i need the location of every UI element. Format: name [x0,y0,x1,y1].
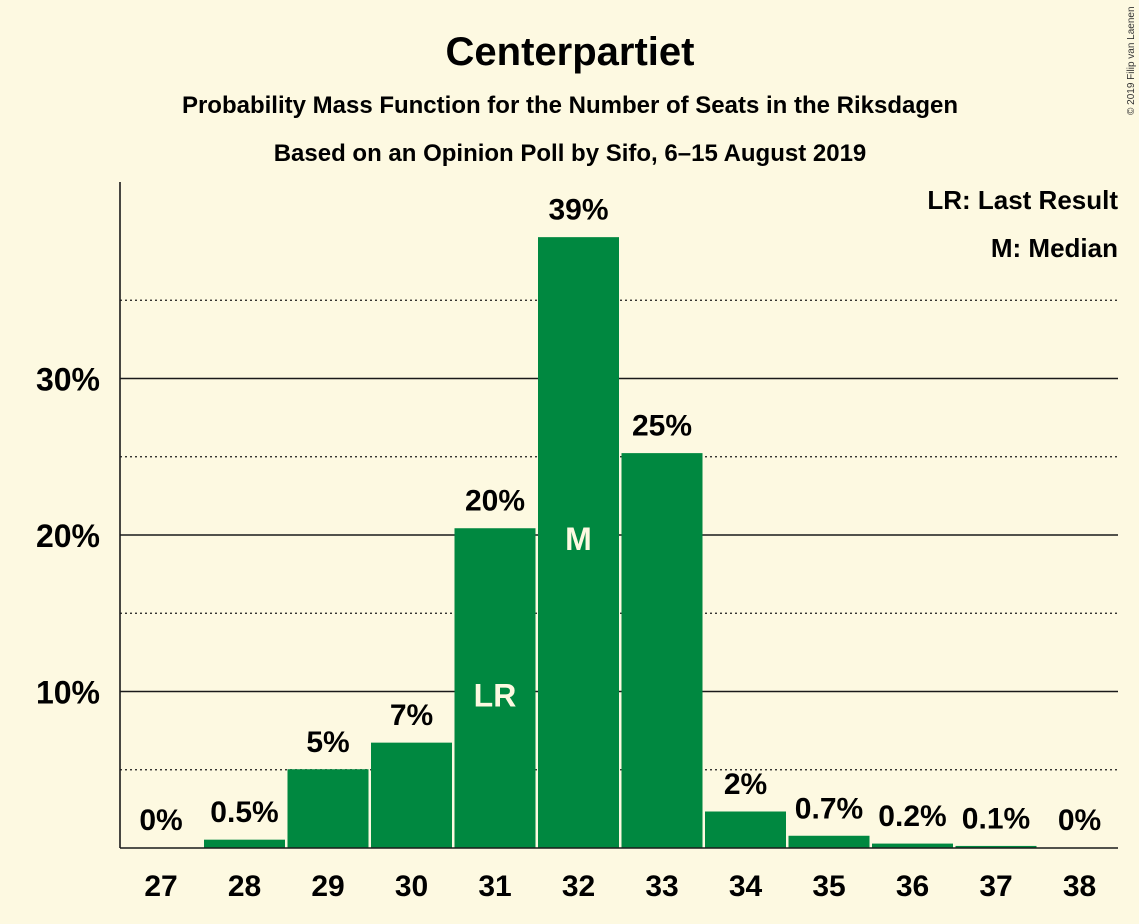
bars [204,237,1037,849]
bar-annotation-lr: LR [474,678,517,714]
chart-subtitle: Probability Mass Function for the Number… [182,92,958,119]
axes [119,182,1118,849]
value-label-seat-28: 0.5% [210,796,278,829]
bar-seat-33 [622,453,702,848]
bar-seat-35 [789,836,869,848]
value-label-seat-36: 0.2% [878,800,946,833]
x-tick-label: 29 [311,870,344,903]
x-tick-label: 36 [896,870,929,903]
bar-seat-36 [872,844,953,848]
x-tick-label: 30 [395,870,428,903]
value-label-seat-35: 0.7% [795,792,863,825]
legend-median: M: Median [991,233,1118,263]
x-tick-label: 38 [1063,870,1096,903]
x-tick-label: 28 [228,870,261,903]
x-tick-label: 35 [812,870,845,903]
value-label-seat-34: 2% [724,768,767,801]
value-label-seat-37: 0.1% [962,802,1030,835]
value-labels: 0% 27 0.5% 28 5% 29 7% 30 20% 31 LR 39% 32 M 25% 33 2% 34… [139,194,1101,903]
x-tick-label: 27 [144,870,177,903]
value-label-seat-30: 7% [390,699,433,732]
bar-seat-31 [455,528,535,848]
x-tick-label: 33 [645,870,678,903]
value-label-seat-38: 0% [1058,804,1101,837]
bar-seat-29 [288,769,368,848]
bar-annotation-m: M [565,521,592,557]
x-tick-label: 32 [562,870,595,903]
x-tick-label: 34 [729,870,763,903]
legend-last-result: LR: Last Result [927,185,1118,215]
value-label-seat-33: 25% [632,410,692,443]
bar-seat-28 [204,840,285,848]
value-label-seat-29: 5% [306,726,349,759]
y-tick-label: 30% [36,362,100,398]
chart-subtitle-poll: Based on an Opinion Poll by Sifo, 6–15 A… [274,140,867,167]
value-label-seat-32: 39% [548,194,608,227]
y-tick-label: 10% [36,675,100,711]
value-label-seat-27: 0% [139,804,182,837]
y-tick-label: 20% [36,518,100,554]
x-tick-label: 31 [478,870,511,903]
value-label-seat-31: 20% [465,485,525,518]
chart-title: Centerpartiet [446,30,695,74]
bar-seat-30 [371,743,452,848]
bar-seat-32 [538,237,619,848]
copyright-note: © 2019 Filip van Laenen [1126,6,1137,115]
bar-seat-34 [705,812,786,848]
x-tick-label: 37 [979,870,1012,903]
